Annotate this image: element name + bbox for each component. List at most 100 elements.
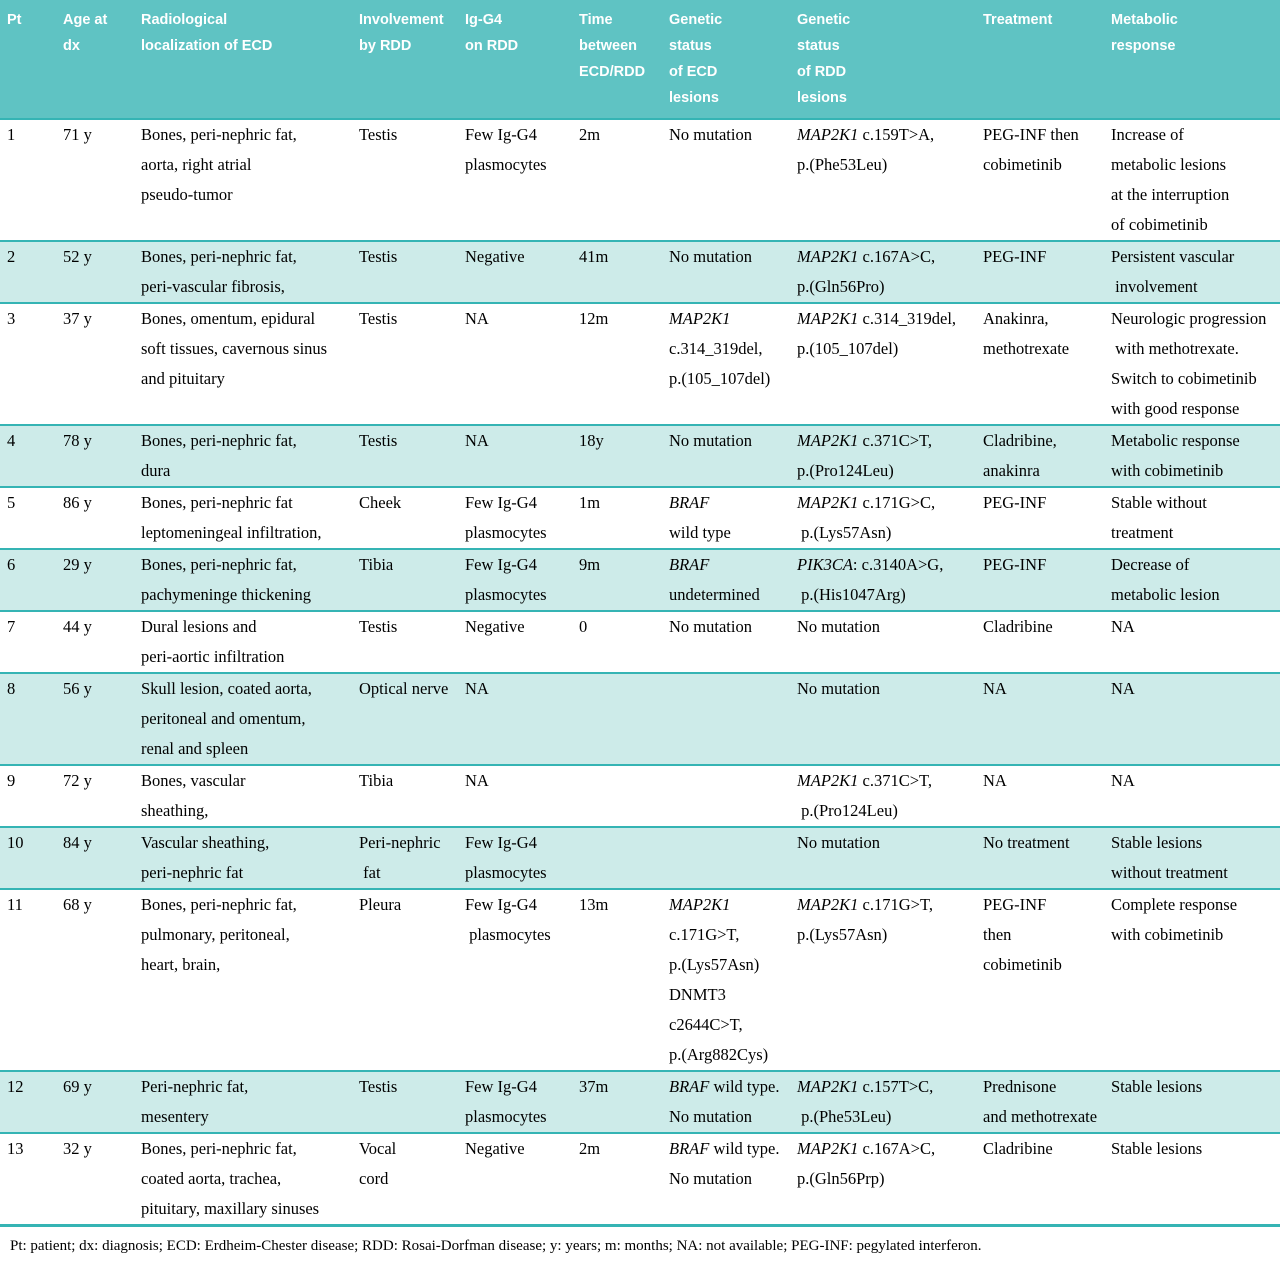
text-line: 2m <box>579 125 601 144</box>
text-line: 18y <box>579 431 604 450</box>
table-row: 1 71 y Bones, peri-nephric fat, aorta, righ… <box>0 118 1280 241</box>
text-line: 71 y <box>63 125 92 144</box>
table-cell: MAP2K1 c.171G>T, p.(Lys57Asn) <box>792 888 978 1071</box>
table-cell: Few Ig-G4 plasmocytes <box>460 486 574 549</box>
text-line: Tibia <box>359 771 394 790</box>
table-cell: Tibia <box>354 764 460 827</box>
text-line: 10 <box>7 833 24 852</box>
table-cell: Bones, peri-nephric fat, pulmonary, perit… <box>136 888 354 1071</box>
text-line: PIK3CA: c.3140A>G, <box>797 555 944 574</box>
table-cell: BRAF undetermined <box>664 548 792 611</box>
text-line: 13 <box>7 1139 24 1158</box>
text-line: Few Ig-G4 <box>465 895 537 914</box>
table-cell: No mutation <box>664 610 792 673</box>
table-cell: MAP2K1 c.314_319del, p.(105_107del) <box>664 302 792 425</box>
table-cell: 12m <box>574 302 664 425</box>
text-line: Optical nerve <box>359 679 449 698</box>
gene-name: MAP2K1 <box>797 895 859 914</box>
table-cell: Testis <box>354 1070 460 1133</box>
text-line: p.(Lys57Asn) <box>797 523 892 542</box>
text-line: 84 y <box>63 833 92 852</box>
table-cell: Cladribine <box>978 610 1106 673</box>
text-line: Metabolic response <box>1111 431 1240 450</box>
text-line: p.(Phe53Leu) <box>797 155 888 174</box>
text-line: Prednisone <box>983 1077 1057 1096</box>
table-cell: MAP2K1 c.159T>A, p.(Phe53Leu) <box>792 118 978 241</box>
text-line: without treatment <box>1111 863 1228 882</box>
text-line: NA <box>983 679 1007 698</box>
text-line: 1m <box>579 493 601 512</box>
table-cell: PEG-INF <box>978 240 1106 303</box>
text-line: plasmocytes <box>465 523 547 542</box>
text-line: Peri-nephric fat, <box>141 1077 249 1096</box>
table-cell: 69 y <box>58 1070 136 1133</box>
table-row: 3 37 y Bones, omentum, epidural soft tissue… <box>0 302 1280 425</box>
text-line: Time <box>579 12 613 28</box>
text-line: Negative <box>465 247 525 266</box>
text-line: p.(His1047Arg) <box>797 585 906 604</box>
text-line: metabolic lesion <box>1111 585 1220 604</box>
table-row: 2 52 y Bones, peri-nephric fat, peri-vascul… <box>0 240 1280 303</box>
text-line: 69 y <box>63 1077 92 1096</box>
text-line: pulmonary, peritoneal, <box>141 925 290 944</box>
table-cell: Few Ig-G4 plasmocytes <box>460 888 574 1071</box>
text-line: No mutation <box>797 679 880 698</box>
text-line: Age at <box>63 12 108 28</box>
table-cell: Cladribine <box>978 1132 1106 1224</box>
table-cell: Negative <box>460 610 574 673</box>
text-line: No mutation <box>669 431 752 450</box>
text-line: Vascular sheathing, <box>141 833 270 852</box>
text-line: 72 y <box>63 771 92 790</box>
column-header-metabolic-response: Metabolic response <box>1106 0 1280 119</box>
text-line: 29 y <box>63 555 92 574</box>
text-line: Bones, vascular <box>141 771 246 790</box>
text-line: p.(Lys57Asn) <box>797 925 888 944</box>
text-line: wild type <box>669 523 731 542</box>
text-line: Persistent vascular <box>1111 247 1235 266</box>
text-line: 2 <box>7 247 16 266</box>
table-cell: Testis <box>354 240 460 303</box>
table-cell: MAP2K1 c.167A>C, p.(Gln56Pro) <box>792 240 978 303</box>
table-cell: Prednisone and methotrexate <box>978 1070 1106 1133</box>
text-line: coated aorta, trachea, <box>141 1169 282 1188</box>
table-cell: 11 <box>0 888 58 1071</box>
table-cell: PEG-INF then cobimetinib <box>978 118 1106 241</box>
text-line: Pt <box>7 12 22 28</box>
text-line: peri-aortic infiltration <box>141 647 285 666</box>
gene-name: BRAF <box>669 1139 710 1158</box>
text-line: NA <box>465 309 489 328</box>
text-line: MAP2K1 c.157T>C, <box>797 1077 934 1096</box>
table-cell: NA <box>460 764 574 827</box>
text-line: Negative <box>465 617 525 636</box>
text-line: PEG-INF then <box>983 125 1079 144</box>
table-cell: Few Ig-G4 plasmocytes <box>460 118 574 241</box>
table-header-row: Pt Age at dx Radiological localization of EC… <box>0 0 1280 119</box>
table-cell: Bones, peri-nephric fat, coated aorta, tr… <box>136 1132 354 1224</box>
text-line: DNMT3 c2644C>T, <box>669 985 743 1034</box>
gene-name: MAP2K1 <box>797 493 859 512</box>
text-line: 9 <box>7 771 16 790</box>
table-cell: No treatment <box>978 826 1106 889</box>
text-line: No mutation <box>669 1169 752 1188</box>
text-line: peri-vascular fibrosis, <box>141 277 285 296</box>
table-cell: Vocal cord <box>354 1132 460 1224</box>
table-cell: 29 y <box>58 548 136 611</box>
text-line: MAP2K1 c.314_319del, <box>797 309 957 328</box>
table-row: 5 86 y Bones, peri-nephric fat leptomeninge… <box>0 486 1280 549</box>
text-line: 2m <box>579 1139 601 1158</box>
text-line: Switch to cobimetinib <box>1111 369 1257 388</box>
text-line: aorta, right atrial <box>141 155 252 174</box>
text-line: Ig-G4 <box>465 12 503 28</box>
table-cell: Stable lesions <box>1106 1070 1280 1133</box>
table-cell: 13m <box>574 888 664 1071</box>
text-line: Stable lesions <box>1111 833 1203 852</box>
text-line: metabolic lesions <box>1111 155 1227 174</box>
text-line: Complete response <box>1111 895 1238 914</box>
table-row: 12 69 y Peri-nephric fat, mesentery Testis Fe… <box>0 1070 1280 1133</box>
table-cell: 72 y <box>58 764 136 827</box>
table-cell: Testis <box>354 424 460 487</box>
gene-name: MAP2K1 <box>797 125 859 144</box>
text-line: and methotrexate <box>983 1107 1098 1126</box>
table-cell: Bones, peri-nephric fat, aorta, right atr… <box>136 118 354 241</box>
text-line: BRAF wild type. <box>669 1077 780 1096</box>
